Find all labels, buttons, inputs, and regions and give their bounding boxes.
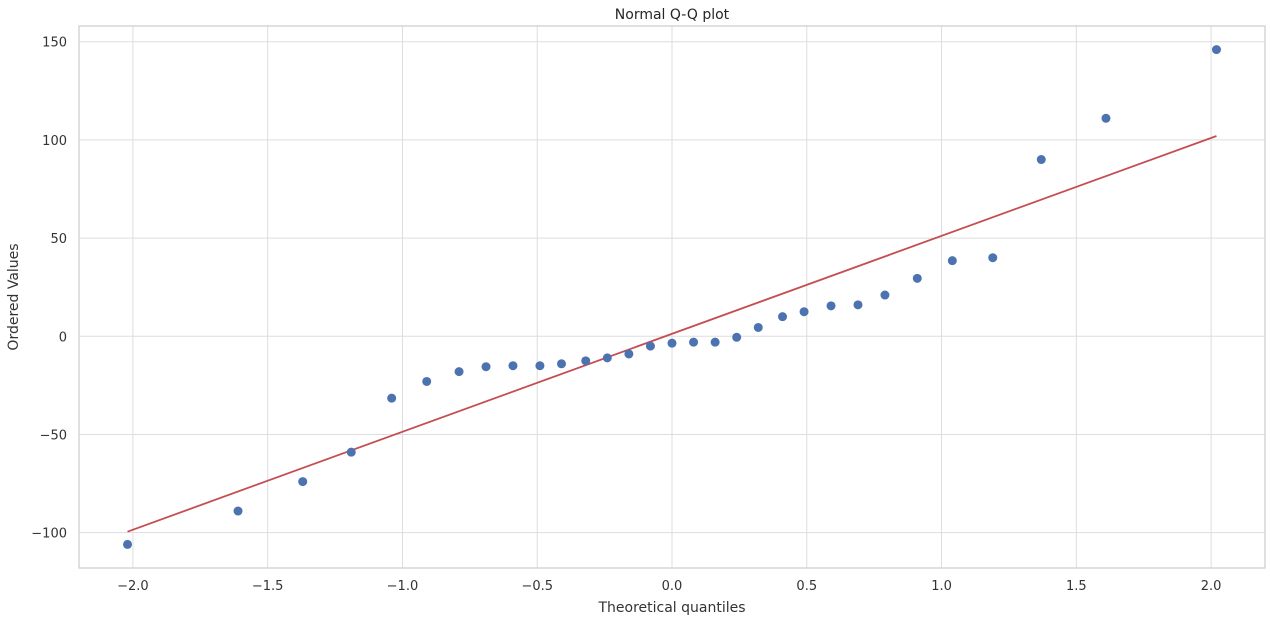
x-tick-label: 2.0 [1201, 579, 1222, 594]
data-point [454, 367, 464, 377]
data-point [799, 307, 809, 317]
y-axis-label: Ordered Values [6, 243, 22, 350]
data-point [556, 359, 566, 369]
data-point [422, 376, 432, 386]
data-point [853, 300, 863, 310]
plot-area-frame [78, 25, 1266, 569]
y-tick-label: 0 [59, 330, 67, 345]
data-point [123, 539, 133, 549]
chart-title: Normal Q-Q plot [615, 7, 730, 23]
grid [79, 26, 1265, 568]
x-tick-label: −2.0 [117, 579, 149, 594]
data-point [826, 301, 836, 311]
data-point [732, 332, 742, 342]
data-point [535, 361, 545, 371]
y-tick-label: 50 [50, 232, 67, 247]
data-point [880, 290, 890, 300]
x-tick-label: −1.0 [387, 579, 419, 594]
x-tick-label: 1.5 [1066, 579, 1087, 594]
data-point [602, 353, 612, 363]
data-points [123, 45, 1221, 549]
data-point [753, 322, 763, 332]
x-tick-label: −0.5 [521, 579, 553, 594]
data-point [1211, 45, 1221, 55]
data-point [1036, 155, 1046, 165]
data-point [689, 337, 699, 347]
data-point [233, 506, 243, 516]
fit-line-layer [127, 135, 1217, 533]
x-axis-ticks: −2.0 −1.5 −1.0 −0.5 0.0 0.5 1.0 1.5 2.0 [117, 579, 1221, 594]
data-point [508, 361, 518, 371]
data-point [667, 338, 677, 348]
data-point [624, 349, 634, 359]
y-tick-label: −50 [40, 428, 67, 443]
y-tick-label: 150 [42, 36, 67, 51]
data-point [947, 256, 957, 266]
y-tick-label: 100 [42, 134, 67, 149]
fit-line [127, 135, 1217, 533]
data-point [481, 362, 491, 372]
data-point [988, 253, 998, 263]
x-tick-label: 0.5 [796, 579, 817, 594]
data-point [912, 273, 922, 283]
data-point [581, 356, 591, 366]
data-point [346, 447, 356, 457]
data-point [710, 337, 720, 347]
y-axis-ticks: −100 −50 0 50 100 150 [31, 36, 67, 542]
data-point [298, 477, 308, 487]
data-point [387, 393, 397, 403]
x-tick-label: 0.0 [662, 579, 683, 594]
x-tick-label: −1.5 [252, 579, 284, 594]
y-tick-label: −100 [31, 527, 67, 542]
data-point [778, 312, 788, 322]
x-tick-label: 1.0 [931, 579, 952, 594]
data-point [645, 341, 655, 351]
x-axis-label: Theoretical quantiles [597, 600, 745, 616]
data-point [1101, 113, 1111, 123]
